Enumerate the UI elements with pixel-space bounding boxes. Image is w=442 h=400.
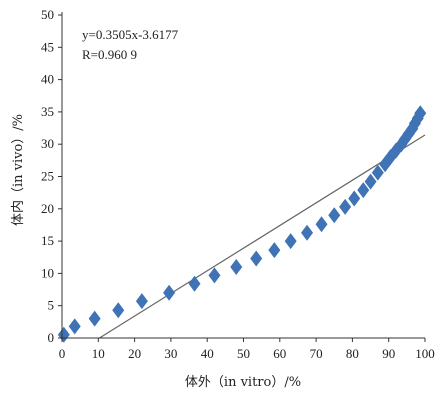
y-tick-label: 45 xyxy=(41,39,54,54)
data-point-diamond xyxy=(250,250,263,267)
data-point-diamond xyxy=(364,173,377,190)
correlation-r: R=0.960 9 xyxy=(82,47,137,62)
data-point-diamond xyxy=(88,310,101,327)
data-point-diamond xyxy=(284,233,297,250)
y-tick-label: 5 xyxy=(48,298,55,313)
x-tick-label: 60 xyxy=(273,346,286,361)
data-point-diamond xyxy=(57,326,70,343)
data-point-diamond xyxy=(135,293,148,310)
x-tick-label: 10 xyxy=(92,346,105,361)
data-point-diamond xyxy=(328,207,341,224)
x-tick-label: 80 xyxy=(346,346,359,361)
data-point-diamond xyxy=(414,105,427,122)
y-tick-label: 15 xyxy=(41,233,54,248)
regression-line xyxy=(99,134,426,339)
y-tick-label: 20 xyxy=(41,201,54,216)
x-tick-label: 100 xyxy=(415,346,435,361)
data-point-diamond xyxy=(188,275,201,292)
data-point-diamond xyxy=(348,190,361,207)
x-tick-label: 0 xyxy=(59,346,66,361)
y-tick-label: 35 xyxy=(41,104,54,119)
x-tick-label: 50 xyxy=(237,346,250,361)
x-tick-label: 70 xyxy=(310,346,323,361)
x-tick-label: 40 xyxy=(201,346,214,361)
data-point-diamond xyxy=(230,258,243,275)
data-point-diamond xyxy=(371,164,384,181)
data-point-diamond xyxy=(68,318,81,335)
regression-equation: y=0.3505x-3.6177 xyxy=(82,27,179,42)
y-tick-label: 25 xyxy=(41,169,54,184)
y-tick-label: 50 xyxy=(41,7,54,22)
data-point-diamond xyxy=(112,302,125,319)
regression-line-layer xyxy=(99,134,426,339)
x-tick-label: 90 xyxy=(382,346,395,361)
data-point-diamond xyxy=(268,242,281,259)
x-axis-label: 体外（in vitro）/% xyxy=(185,375,301,390)
data-point-diamond xyxy=(357,182,370,199)
y-tick-label: 30 xyxy=(41,136,54,151)
data-point-diamond xyxy=(208,267,221,284)
x-tick-label: 20 xyxy=(128,346,141,361)
axis-ticks-layer: 0 10 20 30 40 50 60 70 80 90 100 0 5 10 15 20 25 30 35 40 45… xyxy=(41,7,435,361)
y-tick-label: 40 xyxy=(41,72,54,87)
data-point-diamond xyxy=(339,198,352,215)
data-points-layer xyxy=(57,105,427,343)
data-point-diamond xyxy=(301,224,314,241)
data-point-diamond xyxy=(163,284,176,301)
x-tick-label: 30 xyxy=(164,346,177,361)
y-tick-label: 10 xyxy=(41,265,54,280)
y-axis-label: 体内（in vivo）/% xyxy=(10,114,26,226)
data-point-diamond xyxy=(315,216,328,233)
y-tick-label: 0 xyxy=(48,330,55,345)
